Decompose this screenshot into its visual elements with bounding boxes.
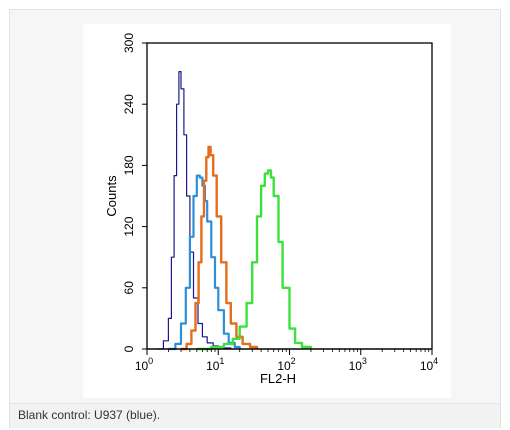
x-tick-label: 104 xyxy=(420,356,438,373)
x-tick-label: 101 xyxy=(206,356,224,373)
x-tick-label: 102 xyxy=(277,356,295,373)
y-axis-ticks: 0 60 120 180 240 300 xyxy=(122,33,147,352)
flow-histogram-chart: 0 60 120 180 240 300 100 101 102 103 104 FL2-H Co… xyxy=(104,33,438,386)
histogram-series-4 xyxy=(196,169,313,351)
y-tick-label: 60 xyxy=(122,281,136,295)
x-axis-label: FL2-H xyxy=(260,371,296,386)
series-layer xyxy=(147,71,432,351)
figure-frame: 0 60 120 180 240 300 100 101 102 103 104 FL2-H Co… xyxy=(83,24,451,398)
figure-caption: Blank control: U937 (blue). xyxy=(18,408,161,422)
y-tick-label: 180 xyxy=(122,155,136,175)
y-tick-label: 0 xyxy=(122,345,136,352)
figure-card: 0 60 120 180 240 300 100 101 102 103 104 FL2-H Co… xyxy=(9,9,501,428)
y-tick-label: 240 xyxy=(122,94,136,114)
x-tick-label: 103 xyxy=(349,356,367,373)
caption-bar: Blank control: U937 (blue). xyxy=(10,403,500,428)
x-axis-ticks: 100 101 102 103 104 xyxy=(135,349,438,373)
y-tick-label: 300 xyxy=(122,33,136,53)
histogram-series-3 xyxy=(181,145,259,351)
y-axis-label: Counts xyxy=(104,175,119,217)
y-tick-label: 120 xyxy=(122,216,136,236)
x-tick-label: 100 xyxy=(135,356,153,373)
